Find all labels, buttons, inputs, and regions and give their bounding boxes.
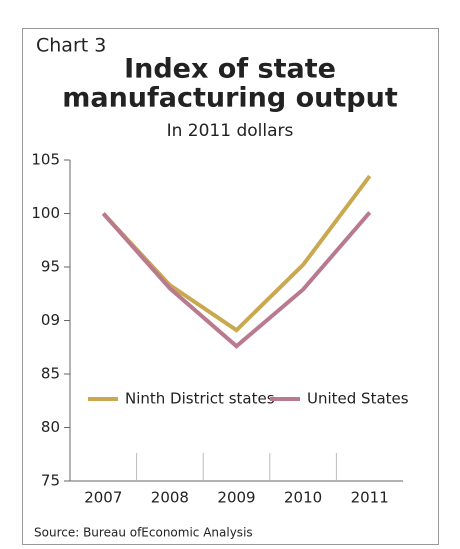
x-tick-label: 2010 xyxy=(284,489,322,507)
y-tick-label: 105 xyxy=(31,151,60,169)
y-tick-label: 85 xyxy=(41,365,60,383)
chart-subtitle: In 2011 dollars xyxy=(167,121,294,141)
x-tick-label: 2007 xyxy=(84,489,122,507)
y-tick-label: 09 xyxy=(41,311,60,329)
series-line xyxy=(101,211,372,349)
series-line xyxy=(101,174,372,333)
y-tick-label: 75 xyxy=(41,472,60,490)
y-tick-label: 95 xyxy=(41,258,60,276)
x-tick-label: 2008 xyxy=(151,489,189,507)
y-tick-label: 100 xyxy=(31,204,60,222)
source: Source: Bureau ofEconomic Analysis xyxy=(34,526,253,540)
legend-label: United States xyxy=(307,390,409,408)
chart-title: manufacturing output xyxy=(62,83,398,114)
chart-label: Chart 3 xyxy=(36,35,106,57)
y-tick-label: 80 xyxy=(41,418,60,436)
legend-label: Ninth District states xyxy=(125,390,275,408)
x-tick-label: 2011 xyxy=(351,489,389,507)
x-tick-label: 2009 xyxy=(217,489,255,507)
chart-title: Index of state xyxy=(124,54,336,85)
frame xyxy=(22,28,439,545)
